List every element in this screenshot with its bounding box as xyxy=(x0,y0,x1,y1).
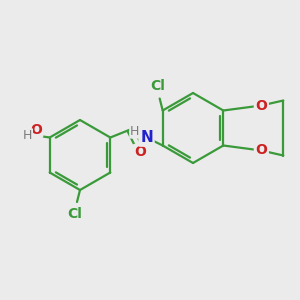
Text: O: O xyxy=(255,98,267,112)
Text: O: O xyxy=(255,143,267,158)
Text: Cl: Cl xyxy=(68,207,82,221)
Text: O: O xyxy=(134,146,146,160)
Text: H: H xyxy=(130,125,139,138)
Text: O: O xyxy=(30,122,42,136)
Text: N: N xyxy=(140,130,153,145)
Text: Cl: Cl xyxy=(150,80,165,94)
Text: H: H xyxy=(23,129,32,142)
